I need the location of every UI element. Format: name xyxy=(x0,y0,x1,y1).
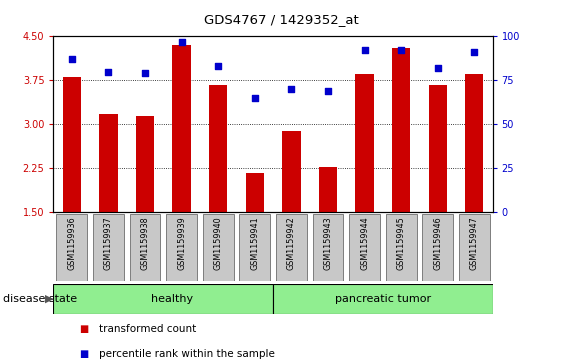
Point xyxy=(287,86,296,92)
Text: GSM1159943: GSM1159943 xyxy=(324,216,332,270)
Text: GSM1159941: GSM1159941 xyxy=(251,216,259,270)
FancyBboxPatch shape xyxy=(312,214,343,281)
Text: healthy: healthy xyxy=(151,294,194,304)
Bar xyxy=(355,74,374,212)
FancyBboxPatch shape xyxy=(276,214,307,281)
Point xyxy=(68,56,77,62)
FancyBboxPatch shape xyxy=(166,214,197,281)
Point xyxy=(360,48,369,53)
FancyBboxPatch shape xyxy=(129,214,160,281)
Text: GDS4767 / 1429352_at: GDS4767 / 1429352_at xyxy=(204,13,359,26)
Bar xyxy=(53,284,273,314)
Bar xyxy=(428,85,447,212)
Text: GSM1159936: GSM1159936 xyxy=(68,216,76,270)
Point xyxy=(397,48,406,53)
Text: GSM1159939: GSM1159939 xyxy=(177,216,186,270)
Text: disease state: disease state xyxy=(3,294,77,304)
Text: ■: ■ xyxy=(79,323,88,334)
Bar xyxy=(319,167,337,212)
Text: ■: ■ xyxy=(79,349,88,359)
FancyBboxPatch shape xyxy=(459,214,490,281)
Text: GSM1159947: GSM1159947 xyxy=(470,216,479,270)
Text: GSM1159942: GSM1159942 xyxy=(287,216,296,270)
Text: GSM1159946: GSM1159946 xyxy=(434,216,442,270)
Point xyxy=(214,63,223,69)
Text: ▶: ▶ xyxy=(45,294,54,304)
FancyBboxPatch shape xyxy=(239,214,270,281)
Bar xyxy=(209,85,227,212)
Bar xyxy=(172,45,191,212)
Bar xyxy=(392,48,410,212)
Text: transformed count: transformed count xyxy=(99,323,196,334)
Point xyxy=(104,69,113,74)
Text: percentile rank within the sample: percentile rank within the sample xyxy=(99,349,274,359)
FancyBboxPatch shape xyxy=(422,214,453,281)
Text: GSM1159938: GSM1159938 xyxy=(141,216,149,270)
Bar xyxy=(245,173,264,212)
Point xyxy=(323,88,332,94)
Bar xyxy=(273,284,493,314)
Bar xyxy=(99,114,118,212)
FancyBboxPatch shape xyxy=(93,214,124,281)
Text: pancreatic tumor: pancreatic tumor xyxy=(335,294,431,304)
Bar xyxy=(62,77,81,212)
Bar xyxy=(282,131,301,212)
Point xyxy=(470,49,479,55)
Text: GSM1159945: GSM1159945 xyxy=(397,216,405,270)
FancyBboxPatch shape xyxy=(386,214,417,281)
Text: GSM1159937: GSM1159937 xyxy=(104,216,113,270)
Point xyxy=(434,65,443,71)
FancyBboxPatch shape xyxy=(349,214,380,281)
Bar xyxy=(465,74,484,212)
FancyBboxPatch shape xyxy=(203,214,234,281)
Text: GSM1159944: GSM1159944 xyxy=(360,216,369,270)
Point xyxy=(250,95,259,101)
Point xyxy=(141,70,150,76)
FancyBboxPatch shape xyxy=(56,214,87,281)
Point xyxy=(177,39,186,45)
Text: GSM1159940: GSM1159940 xyxy=(214,216,222,270)
Bar xyxy=(136,116,154,212)
